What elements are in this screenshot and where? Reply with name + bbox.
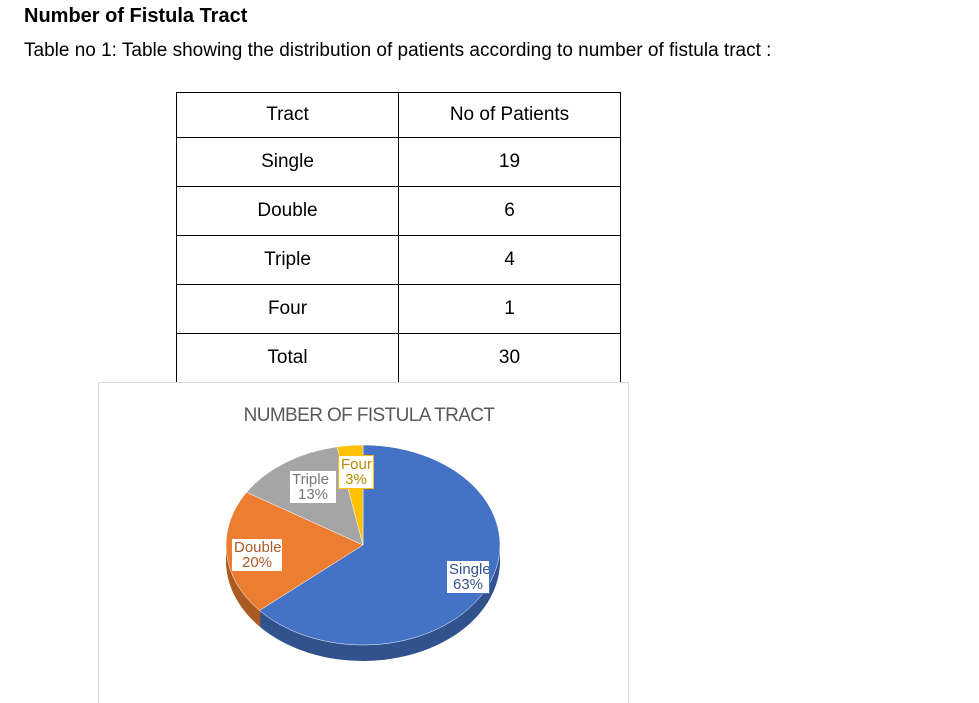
cell: Single: [176, 137, 399, 187]
pie-canvas: [225, 444, 501, 661]
row: Total 30: [176, 333, 621, 383]
cell: 6: [398, 186, 621, 236]
row: Single 19: [176, 137, 621, 187]
row: Triple 4: [176, 235, 621, 285]
header-cell: No of Patients: [398, 92, 621, 138]
cell: 1: [398, 284, 621, 334]
slice: [225, 491, 364, 611]
label-category: Single: [449, 561, 490, 578]
cell: 4: [398, 235, 621, 285]
caption: Table no 1: Table showing the distributi…: [24, 40, 772, 61]
cell: Total: [176, 333, 399, 383]
data-label: Triple 13%: [289, 470, 337, 504]
label-category: Double: [234, 539, 282, 556]
data-label: Four 3%: [338, 455, 374, 489]
chart: NUMBER OF FISTULA TRACT Single 63% Double 2…: [98, 382, 629, 703]
cell: Double: [176, 186, 399, 236]
label-value: 3%: [345, 471, 367, 488]
data-label: Double 20%: [231, 538, 283, 572]
label-value: 20%: [241, 554, 273, 571]
chart-title: NUMBER OF FISTULA TRACT: [243, 405, 495, 426]
label-category: Four: [341, 456, 372, 473]
row: Four 1: [176, 284, 621, 334]
table: Tract No of Patients Single 19 Double 6 Triple…: [176, 92, 621, 383]
cell: Four: [176, 284, 399, 334]
cell: 30: [398, 333, 621, 383]
label-category: Triple: [292, 471, 329, 488]
header-cell: Tract: [176, 92, 399, 138]
label-value: 63%: [452, 576, 484, 593]
row: Double 6: [176, 186, 621, 236]
cell: 19: [398, 137, 621, 187]
data-label: Single 63%: [446, 560, 490, 594]
heading: Number of Fistula Tract: [24, 5, 248, 27]
header-row: Tract No of Patients: [176, 92, 621, 138]
cell: Triple: [176, 235, 399, 285]
label-value: 13%: [297, 486, 329, 503]
